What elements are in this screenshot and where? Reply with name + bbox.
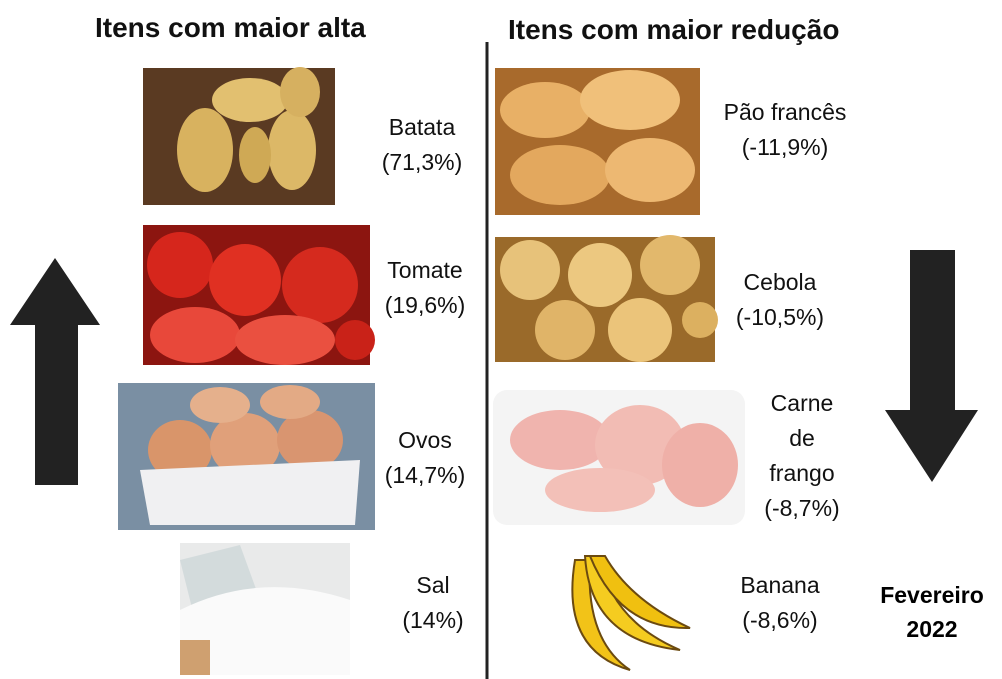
- item-name: Cebola: [736, 265, 824, 300]
- date-year: 2022: [880, 612, 984, 646]
- item-name: frango: [764, 456, 839, 491]
- item-change: (14%): [402, 603, 463, 638]
- tomato-image: [143, 225, 375, 365]
- item-change: (-8,6%): [740, 603, 819, 638]
- item-label: Batata(71,3%): [382, 110, 463, 180]
- item-change: (19,6%): [385, 288, 466, 323]
- date-month: Fevereiro: [880, 578, 984, 612]
- chicken-image: [493, 390, 745, 525]
- up-arrow: [10, 258, 100, 485]
- banana-image: [572, 556, 690, 670]
- item-name: Batata: [382, 110, 463, 145]
- item-name: Carne: [764, 386, 839, 421]
- onion-image: [495, 235, 718, 362]
- item-label: Ovos(14,7%): [385, 423, 466, 493]
- item-label: Tomate(19,6%): [385, 253, 466, 323]
- item-label: Cebola(-10,5%): [736, 265, 824, 335]
- item-change: (71,3%): [382, 145, 463, 180]
- salt-image: [180, 543, 350, 675]
- item-name: Ovos: [385, 423, 466, 458]
- item-label: Sal(14%): [402, 568, 463, 638]
- item-change: (14,7%): [385, 458, 466, 493]
- item-change: (-10,5%): [736, 300, 824, 335]
- item-label: Pão francês(-11,9%): [724, 95, 847, 165]
- item-name: Pão francês: [724, 95, 847, 130]
- item-name: Tomate: [385, 253, 466, 288]
- decoration: [0, 0, 1002, 679]
- date: Fevereiro 2022: [880, 578, 984, 646]
- item-name: de: [764, 421, 839, 456]
- item-name: Banana: [740, 568, 819, 603]
- infographic: Itens com maior alta Itens com maior red…: [0, 0, 1002, 679]
- eggs-image: [118, 383, 375, 530]
- item-name: Sal: [402, 568, 463, 603]
- item-label: Banana(-8,6%): [740, 568, 819, 638]
- bread-image: [495, 68, 700, 215]
- down-arrow: [885, 250, 978, 482]
- item-change: (-11,9%): [724, 130, 847, 165]
- potato-image: [143, 67, 335, 205]
- item-change: (-8,7%): [764, 491, 839, 526]
